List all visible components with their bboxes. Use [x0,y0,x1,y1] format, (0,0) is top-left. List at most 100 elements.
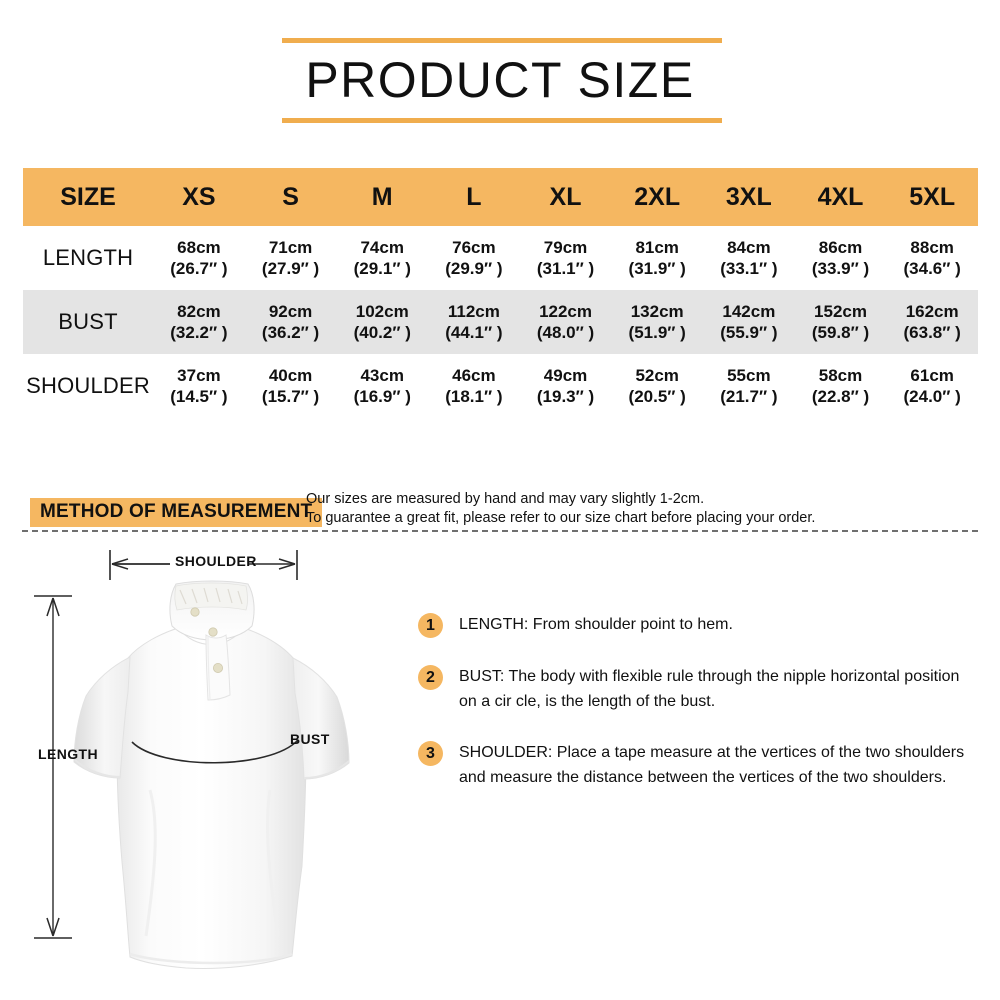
cell-shoulder-l: 46cm (18.1″ ) [428,354,520,418]
measure-cm: 43cm [360,365,404,385]
cell-shoulder-3xl: 55cm (21.7″ ) [703,354,795,418]
cell-length-4xl: 86cm (33.9″ ) [795,226,887,290]
step-text-1: LENGTH: From shoulder point to hem. [459,616,733,633]
cell-length-xl: 79cm (31.1″ ) [520,226,612,290]
placket-button-bottom [212,663,223,674]
cell-bust-m: 102cm (40.2″ ) [336,290,428,354]
shirt-collar [169,580,255,701]
measure-inch: (32.2″ ) [170,322,228,342]
measure-inch: (51.9″ ) [628,322,686,342]
row-label-shoulder: SHOULDER [26,373,150,398]
cell-bust-s: 92cm (36.2″ ) [245,290,337,354]
measure-inch: (29.1″ ) [353,258,411,278]
column-header-l: L [466,182,482,211]
measure-cm: 40cm [268,365,313,385]
cell-bust-l: 112cm (44.1″ ) [428,290,520,354]
table-header-row: SIZE XS S M L XL 2XL 3XL 4XL 5XL [23,168,978,226]
measure-cm: 86cm [818,237,863,257]
bust-measure-arc [131,739,299,764]
measure-inch: (48.0″ ) [536,322,595,342]
measure-inch: (44.1″ ) [445,322,503,342]
measure-cm: 92cm [268,301,313,321]
cell-shoulder-s: 40cm (15.7″ ) [245,354,337,418]
measure-inch: (20.5″ ) [628,386,686,406]
table-row: BUST 82cm (32.2″ ) 92cm (36.2″ ) 102cm (… [23,290,978,354]
title-block: PRODUCT SIZE [265,38,735,136]
measurement-disclaimer: Our sizes are measured by hand and may v… [306,490,966,527]
measure-cm: 76cm [452,237,496,257]
measure-inch: (21.7″ ) [720,386,778,406]
measure-cm: 61cm [910,365,954,385]
column-header-4xl: 4XL [817,182,864,211]
measure-inch: (24.0″ ) [903,386,961,406]
cell-bust-4xl: 152cm (59.8″ ) [795,290,887,354]
collar-button-left [190,607,200,617]
column-header-2xl: 2XL [634,182,681,211]
measure-inch: (14.5″ ) [170,386,228,406]
cell-shoulder-5xl: 61cm (24.0″ ) [886,354,978,418]
measure-inch: (22.8″ ) [811,386,870,406]
measure-cm: 82cm [177,301,221,321]
measure-inch: (40.2″ ) [353,322,411,342]
measure-inch: (16.9″ ) [353,386,411,406]
cell-bust-xl: 122cm (48.0″ ) [520,290,612,354]
measure-inch: (33.9″ ) [811,258,870,278]
measure-cm: 112cm [447,301,500,321]
step-text-2: BUST: The body with flexible rule throug… [459,668,960,710]
measure-inch: (27.9″ ) [261,258,320,278]
size-chart-table: SIZE XS S M L XL 2XL 3XL 4XL 5XL LENGTH … [23,168,978,418]
table-row: SHOULDER 37cm (14.5″ ) 40cm (15.7″ ) 43c… [23,354,978,418]
cell-bust-2xl: 132cm (51.9″ ) [611,290,703,354]
measure-cm: 55cm [727,365,771,385]
column-header-xs: XS [182,182,216,211]
cell-length-2xl: 81cm (31.9″ ) [611,226,703,290]
measure-cm: 68cm [177,237,221,257]
measure-cm: 81cm [635,237,679,257]
list-item: 3 SHOULDER: Place a tape measure at the … [418,740,983,790]
page-title: PRODUCT SIZE [305,52,695,108]
measure-cm: 71cm [268,237,313,257]
measure-cm: 49cm [543,365,588,385]
list-item: 1 LENGTH: From shoulder point to hem. [418,612,983,638]
measure-inch: (18.1″ ) [445,386,503,406]
column-header-xl: XL [549,182,582,211]
row-label-bust: BUST [58,309,118,334]
measure-inch: (36.2″ ) [261,322,320,342]
cell-length-l: 76cm (29.9″ ) [428,226,520,290]
cell-shoulder-4xl: 58cm (22.8″ ) [795,354,887,418]
cell-shoulder-m: 43cm (16.9″ ) [336,354,428,418]
title-top-rule [282,38,722,43]
measure-inch: (26.7″ ) [170,258,228,278]
measure-inch: (33.1″ ) [720,258,778,278]
measure-cm: 46cm [452,365,496,385]
placket-button-top [208,627,218,637]
measure-inch: (55.9″ ) [720,322,778,342]
cell-shoulder-2xl: 52cm (20.5″ ) [611,354,703,418]
column-header-m: M [371,182,393,211]
measure-cm: 152cm [814,301,867,321]
step-badge-3: 3 [418,741,443,766]
cell-length-m: 74cm (29.1″ ) [336,226,428,290]
polo-shirt-illustration [34,550,350,969]
cell-length-5xl: 88cm (34.6″ ) [886,226,978,290]
measurement-instructions: 1 LENGTH: From shoulder point to hem. 2 … [418,612,983,816]
title-bottom-rule [282,118,722,123]
measure-inch: (31.1″ ) [536,258,595,278]
length-dimension-label: LENGTH [38,746,98,762]
measure-cm: 52cm [635,365,679,385]
measure-inch: (63.8″ ) [903,322,961,342]
row-label-length: LENGTH [42,245,134,270]
measure-cm: 132cm [630,301,684,321]
column-header-size: SIZE [60,182,116,211]
disclaimer-line-1: Our sizes are measured by hand and may v… [306,491,705,507]
length-dimension-line [34,595,72,939]
cell-shoulder-xs: 37cm (14.5″ ) [153,354,245,418]
measure-cm: 74cm [360,237,404,257]
shoulder-dimension-line [109,550,298,580]
cell-length-xs: 68cm (26.7″ ) [153,226,245,290]
list-item: 2 BUST: The body with flexible rule thro… [418,664,983,714]
cell-shoulder-xl: 49cm (19.3″ ) [520,354,612,418]
column-header-5xl: 5XL [909,182,956,211]
measure-cm: 102cm [355,301,409,321]
method-of-measurement-badge: METHOD OF MEASUREMENT [30,498,323,527]
